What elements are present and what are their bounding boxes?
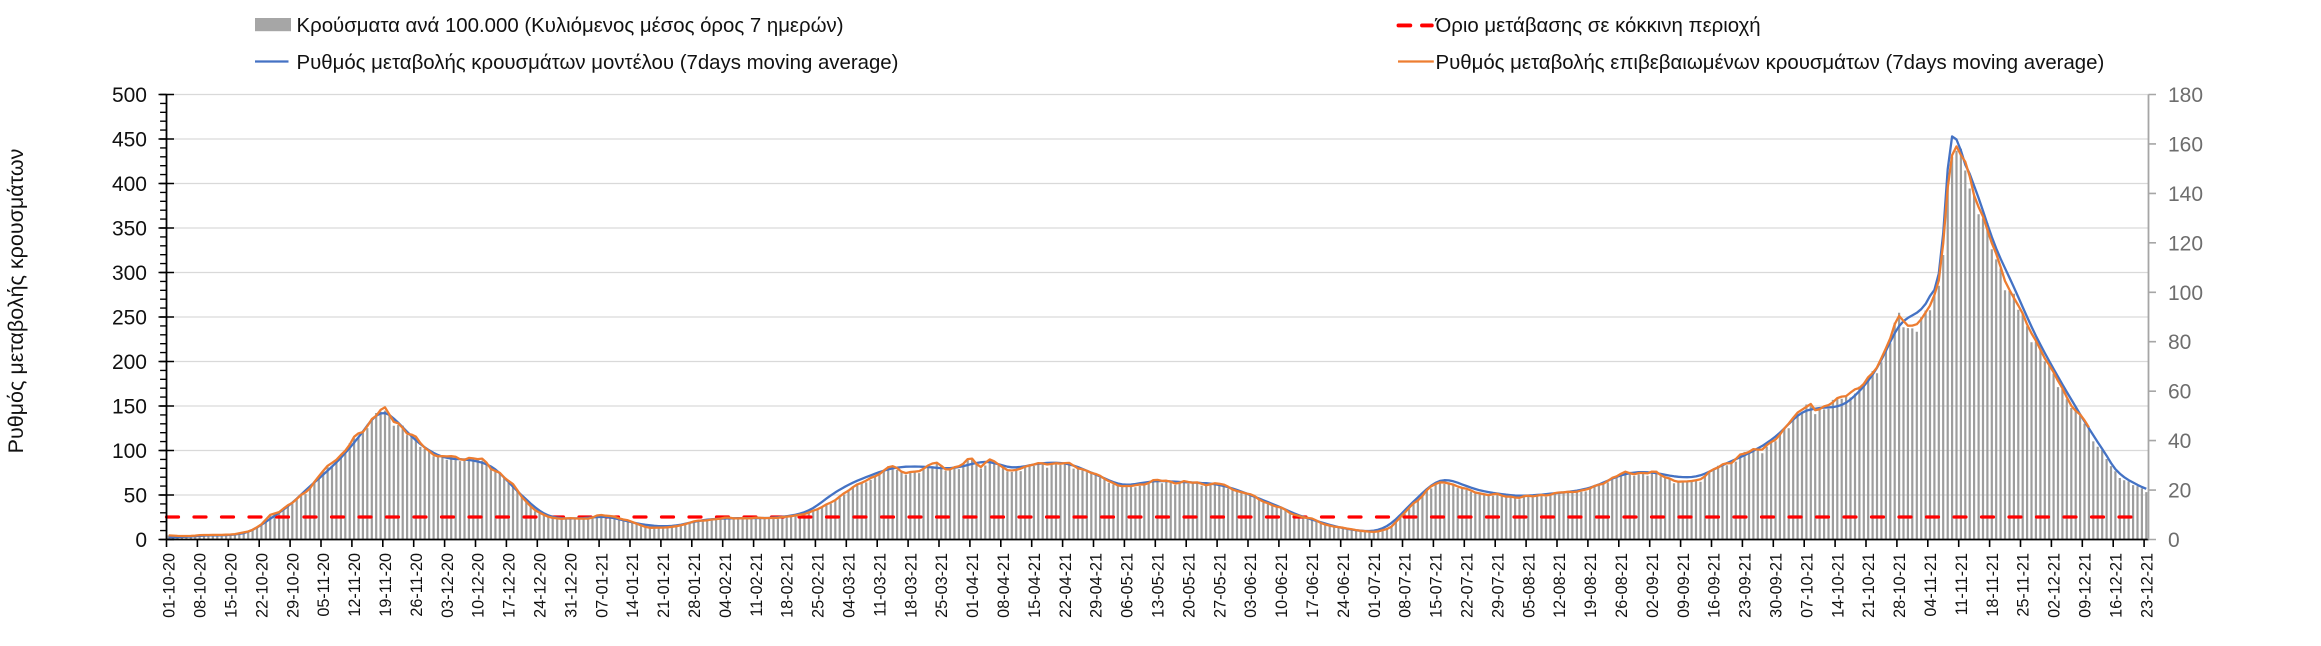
svg-text:140: 140 (2168, 183, 2203, 206)
svg-text:08-04-21: 08-04-21 (995, 553, 1013, 618)
svg-text:100: 100 (112, 440, 147, 463)
svg-text:350: 350 (112, 218, 147, 241)
svg-text:09-09-21: 09-09-21 (1675, 553, 1693, 618)
svg-text:30-09-21: 30-09-21 (1768, 553, 1786, 618)
svg-text:Κρούσματα ανά 100.000 (Κυλιόμε: Κρούσματα ανά 100.000 (Κυλιόμενος μέσος … (297, 15, 844, 37)
svg-text:19-11-20: 19-11-20 (377, 553, 395, 617)
svg-text:15-04-21: 15-04-21 (1026, 553, 1044, 618)
svg-text:28-10-21: 28-10-21 (1891, 553, 1909, 618)
svg-text:10-12-20: 10-12-20 (470, 553, 488, 618)
svg-text:Ρυθμός μεταβολής επιβεβαιωμένω: Ρυθμός μεταβολής επιβεβαιωμένων κρουσμάτ… (1436, 52, 2105, 74)
svg-text:13-05-21: 13-05-21 (1150, 553, 1168, 618)
svg-text:180: 180 (2168, 84, 2203, 107)
svg-text:120: 120 (2168, 232, 2203, 255)
svg-text:16-09-21: 16-09-21 (1706, 553, 1724, 618)
svg-text:15-10-20: 15-10-20 (223, 553, 241, 618)
svg-text:14-01-21: 14-01-21 (624, 553, 642, 618)
svg-text:17-12-20: 17-12-20 (501, 553, 519, 618)
svg-text:01-04-21: 01-04-21 (964, 553, 982, 618)
svg-text:05-11-20: 05-11-20 (315, 553, 333, 617)
svg-text:07-01-21: 07-01-21 (593, 553, 611, 618)
svg-text:21-10-21: 21-10-21 (1860, 553, 1878, 618)
svg-text:18-11-21: 18-11-21 (1984, 553, 2002, 617)
svg-text:300: 300 (112, 262, 147, 285)
svg-text:23-09-21: 23-09-21 (1737, 553, 1755, 618)
svg-text:200: 200 (112, 351, 147, 374)
svg-text:22-07-21: 22-07-21 (1459, 553, 1477, 618)
svg-text:29-04-21: 29-04-21 (1088, 553, 1106, 618)
svg-text:14-10-21: 14-10-21 (1829, 553, 1847, 618)
svg-text:10-06-21: 10-06-21 (1273, 553, 1291, 618)
svg-text:04-03-21: 04-03-21 (841, 553, 859, 618)
svg-text:19-08-21: 19-08-21 (1582, 553, 1600, 618)
svg-text:11-02-21: 11-02-21 (748, 553, 766, 617)
svg-text:22-04-21: 22-04-21 (1057, 553, 1075, 618)
svg-text:50: 50 (124, 485, 147, 508)
svg-text:25-03-21: 25-03-21 (933, 553, 951, 618)
svg-text:0: 0 (2168, 529, 2180, 552)
svg-text:21-01-21: 21-01-21 (655, 553, 673, 618)
svg-text:03-06-21: 03-06-21 (1242, 553, 1260, 618)
svg-text:29-07-21: 29-07-21 (1489, 553, 1507, 618)
svg-text:26-08-21: 26-08-21 (1613, 553, 1631, 618)
svg-text:60: 60 (2168, 381, 2191, 404)
svg-text:04-11-21: 04-11-21 (1922, 553, 1940, 617)
svg-text:09-12-21: 09-12-21 (2077, 553, 2095, 618)
svg-text:24-12-20: 24-12-20 (532, 553, 550, 618)
svg-text:25-11-21: 25-11-21 (2015, 553, 2033, 617)
svg-text:24-06-21: 24-06-21 (1335, 553, 1353, 618)
svg-text:20: 20 (2168, 480, 2191, 503)
svg-text:26-11-20: 26-11-20 (408, 553, 426, 617)
svg-text:31-12-20: 31-12-20 (562, 553, 580, 618)
svg-text:250: 250 (112, 307, 147, 330)
svg-text:28-01-21: 28-01-21 (686, 553, 704, 618)
svg-text:12-11-20: 12-11-20 (346, 553, 364, 617)
svg-text:80: 80 (2168, 331, 2191, 354)
svg-text:22-10-20: 22-10-20 (253, 553, 271, 618)
svg-text:100: 100 (2168, 282, 2203, 305)
svg-text:450: 450 (112, 129, 147, 152)
svg-text:27-05-21: 27-05-21 (1211, 553, 1229, 618)
svg-text:25-02-21: 25-02-21 (810, 553, 828, 618)
svg-text:29-10-20: 29-10-20 (284, 553, 302, 618)
svg-text:01-10-20: 01-10-20 (161, 553, 179, 618)
svg-text:23-12-21: 23-12-21 (2138, 553, 2156, 618)
svg-text:0: 0 (135, 529, 147, 552)
svg-text:07-10-21: 07-10-21 (1798, 553, 1816, 618)
svg-text:18-02-21: 18-02-21 (779, 553, 797, 618)
svg-text:20-05-21: 20-05-21 (1180, 553, 1198, 618)
svg-text:18-03-21: 18-03-21 (902, 553, 920, 618)
svg-text:16-12-21: 16-12-21 (2107, 553, 2125, 618)
svg-text:11-03-21: 11-03-21 (871, 553, 889, 617)
svg-text:150: 150 (112, 396, 147, 419)
svg-text:40: 40 (2168, 430, 2191, 453)
svg-text:08-07-21: 08-07-21 (1397, 553, 1415, 618)
svg-text:400: 400 (112, 173, 147, 196)
svg-text:Ρυθμός μεταβολής κρουσμάτων μο: Ρυθμός μεταβολής κρουσμάτων μοντέλου (7d… (297, 52, 899, 74)
svg-text:04-02-21: 04-02-21 (717, 553, 735, 618)
svg-text:500: 500 (112, 84, 147, 107)
svg-text:06-05-21: 06-05-21 (1119, 553, 1137, 618)
svg-text:15-07-21: 15-07-21 (1428, 553, 1446, 618)
svg-text:Όριο μετάβασης σε κόκκινη περι: Όριο μετάβασης σε κόκκινη περιοχή (1435, 15, 1761, 37)
svg-text:01-07-21: 01-07-21 (1366, 553, 1384, 618)
svg-text:02-09-21: 02-09-21 (1644, 553, 1662, 618)
svg-text:08-10-20: 08-10-20 (192, 553, 210, 618)
svg-text:05-08-21: 05-08-21 (1520, 553, 1538, 618)
svg-text:12-08-21: 12-08-21 (1551, 553, 1569, 618)
svg-text:17-06-21: 17-06-21 (1304, 553, 1322, 618)
svg-text:03-12-20: 03-12-20 (439, 553, 457, 618)
svg-text:11-11-21: 11-11-21 (1953, 553, 1971, 615)
svg-text:Ρυθμός μεταβολής κρουσμάτων: Ρυθμός μεταβολής κρουσμάτων (4, 149, 28, 454)
svg-text:02-12-21: 02-12-21 (2046, 553, 2064, 618)
svg-text:160: 160 (2168, 133, 2203, 156)
